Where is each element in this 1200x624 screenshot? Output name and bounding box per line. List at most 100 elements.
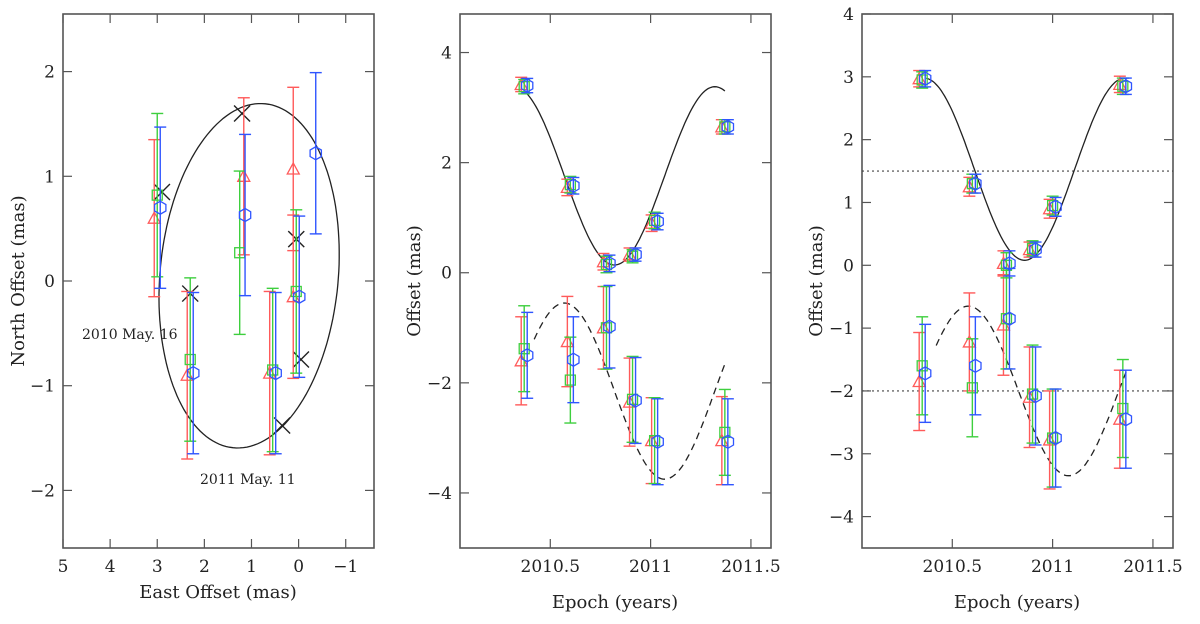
x-tick-label: 3 <box>152 557 163 577</box>
orbit-y-axis-label: North Offset (mas) <box>8 195 29 366</box>
annotation-2011-may-11: 2011 May. 11 <box>200 472 296 488</box>
blue-data-point <box>651 434 664 450</box>
blue-data-point <box>603 319 616 334</box>
blue-data-point <box>567 352 580 367</box>
y-tick-label: −1 <box>829 319 854 339</box>
green-data-point <box>600 322 613 334</box>
blue-data-point <box>309 146 323 161</box>
y-tick-label: 0 <box>843 256 854 276</box>
blue-data-point <box>1049 199 1062 215</box>
orbit-plot-frame <box>62 13 375 549</box>
green-data-point <box>966 382 979 394</box>
orbit-x-axis-label: East Offset (mas) <box>139 582 297 603</box>
y-tick-label: 1 <box>843 193 854 213</box>
green-data-point <box>564 374 577 386</box>
blue-data-point <box>603 256 616 271</box>
y-tick-label: 2 <box>441 154 452 174</box>
x-tick-label: 2011 <box>629 557 672 577</box>
model-position-cross <box>273 416 291 434</box>
green-data-point <box>916 74 928 86</box>
annotation-2010-may-16: 2010 May. 16 <box>82 327 178 343</box>
x-tick-label: 1 <box>246 557 257 577</box>
y-tick-label: 0 <box>44 272 55 292</box>
blue-data-point <box>721 434 735 450</box>
x-tick-label: 2010.5 <box>521 557 580 577</box>
offset-y-axis-label: Offset (mas) <box>404 225 425 336</box>
green-data-point <box>1026 242 1039 254</box>
green-data-point <box>1026 388 1039 400</box>
green-data-point <box>1046 199 1059 212</box>
blue-data-point <box>186 365 200 381</box>
blue-data-point <box>238 207 252 223</box>
blue-data-point <box>1119 411 1133 427</box>
x-tick-label: 2011.5 <box>721 557 780 577</box>
x-tick-label: 2 <box>199 557 210 577</box>
blue-data-point <box>269 365 282 381</box>
model-position-cross <box>233 104 251 122</box>
blue-data-point <box>629 247 642 262</box>
green-data-point <box>267 364 279 376</box>
y-tick-label: −4 <box>427 484 452 504</box>
green-data-point <box>564 179 577 191</box>
y-tick-label: 4 <box>843 5 854 25</box>
x-tick-label: 0 <box>293 557 304 577</box>
blue-data-point <box>1003 311 1016 326</box>
x-tick-label: 2011.5 <box>1123 557 1182 577</box>
blue-data-point <box>721 119 735 135</box>
green-data-point <box>151 189 163 201</box>
blue-data-point <box>567 178 580 194</box>
red-data-point <box>286 161 301 175</box>
y-tick-label: −3 <box>829 445 854 465</box>
blue-data-point <box>1029 388 1042 404</box>
green-data-point <box>600 258 613 271</box>
y-tick-label: −4 <box>829 508 854 528</box>
offset-plot-frame-2 <box>861 13 1174 549</box>
green-data-point <box>518 343 530 355</box>
blue-data-point <box>918 71 932 86</box>
green-data-point <box>648 434 661 447</box>
x-tick-label: −1 <box>333 557 358 577</box>
offset-plot-frame <box>459 13 772 549</box>
x-tick-label: 4 <box>105 557 116 577</box>
blue-data-point <box>520 78 534 93</box>
green-data-point <box>626 393 639 406</box>
blue-data-point <box>520 348 534 363</box>
y-tick-label: 1 <box>44 167 55 187</box>
blue-data-point <box>629 393 642 408</box>
offset-epoch-panel: Epoch (years) Offset (mas) 2010.5 2011 201… <box>404 13 781 613</box>
model-curve-solid <box>523 86 726 266</box>
x-tick-label: 2010.5 <box>923 557 982 577</box>
orbit-panel: East Offset (mas) North Offset (mas) 201… <box>8 13 375 603</box>
y-tick-label: 2 <box>44 63 55 83</box>
blue-data-point <box>153 200 167 215</box>
y-tick-label: −2 <box>30 481 55 501</box>
offset-x-axis-label: Epoch (years) <box>552 592 678 613</box>
y-tick-label: 3 <box>843 68 854 88</box>
green-data-point <box>648 214 661 227</box>
y-tick-label: 0 <box>441 264 452 284</box>
blue-data-point <box>1119 78 1133 94</box>
y-tick-label: −1 <box>30 377 55 397</box>
green-data-point <box>184 353 196 366</box>
green-data-point <box>1117 402 1129 415</box>
y-tick-label: −2 <box>427 374 452 394</box>
model-orbit-ellipse <box>158 102 340 449</box>
blue-data-point <box>651 214 664 229</box>
green-data-point <box>916 360 928 372</box>
y-tick-label: −2 <box>829 382 854 402</box>
blue-data-point <box>1049 430 1062 446</box>
blue-data-point <box>918 366 932 381</box>
y-tick-label: 2 <box>843 131 854 151</box>
offset-epoch-panel-2: Epoch (years) Offset (mas) 2010.5 2011 201… <box>806 5 1183 613</box>
green-data-point <box>518 81 530 93</box>
blue-data-point <box>1029 242 1042 257</box>
blue-data-point <box>292 289 306 304</box>
x-tick-label: 5 <box>58 557 69 577</box>
model-curve-solid <box>926 77 1127 261</box>
offset-2-x-axis-label: Epoch (years) <box>954 592 1080 613</box>
blue-data-point <box>969 176 982 191</box>
x-tick-label: 2011 <box>1031 557 1074 577</box>
y-tick-label: 4 <box>441 44 452 64</box>
model-curve-dashed <box>935 305 1128 477</box>
